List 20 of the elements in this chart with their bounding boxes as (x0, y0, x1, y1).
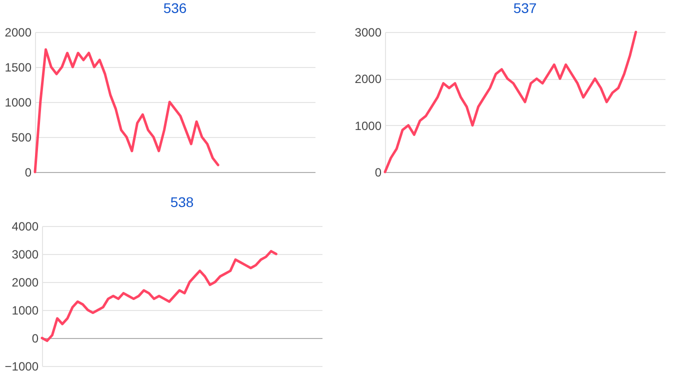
y-tick-label: 1000 (12, 304, 39, 318)
chart-title: 536 (163, 0, 187, 16)
y-tick-label: 2000 (354, 72, 382, 86)
line-series (40, 250, 278, 342)
y-tick-label: −1000 (4, 360, 39, 374)
y-tick-label: 2000 (12, 276, 39, 290)
y-tick-label: 3000 (354, 26, 382, 40)
y-tick-label: 0 (374, 166, 382, 180)
y-tick-label: 4000 (12, 220, 39, 234)
y-tick-label: 0 (24, 166, 32, 180)
y-tick-label: 0 (32, 332, 39, 346)
y-tick-label: 1000 (4, 96, 32, 110)
y-tick-label: 1500 (4, 60, 32, 74)
y-tick-label: 2000 (4, 26, 32, 40)
y-tick-label: 500 (11, 130, 32, 144)
y-tick-label: 3000 (12, 248, 39, 262)
chart-title: 537 (513, 0, 537, 16)
line-series (34, 48, 220, 174)
chart-title: 538 (170, 194, 194, 210)
y-tick-label: 1000 (354, 118, 382, 133)
